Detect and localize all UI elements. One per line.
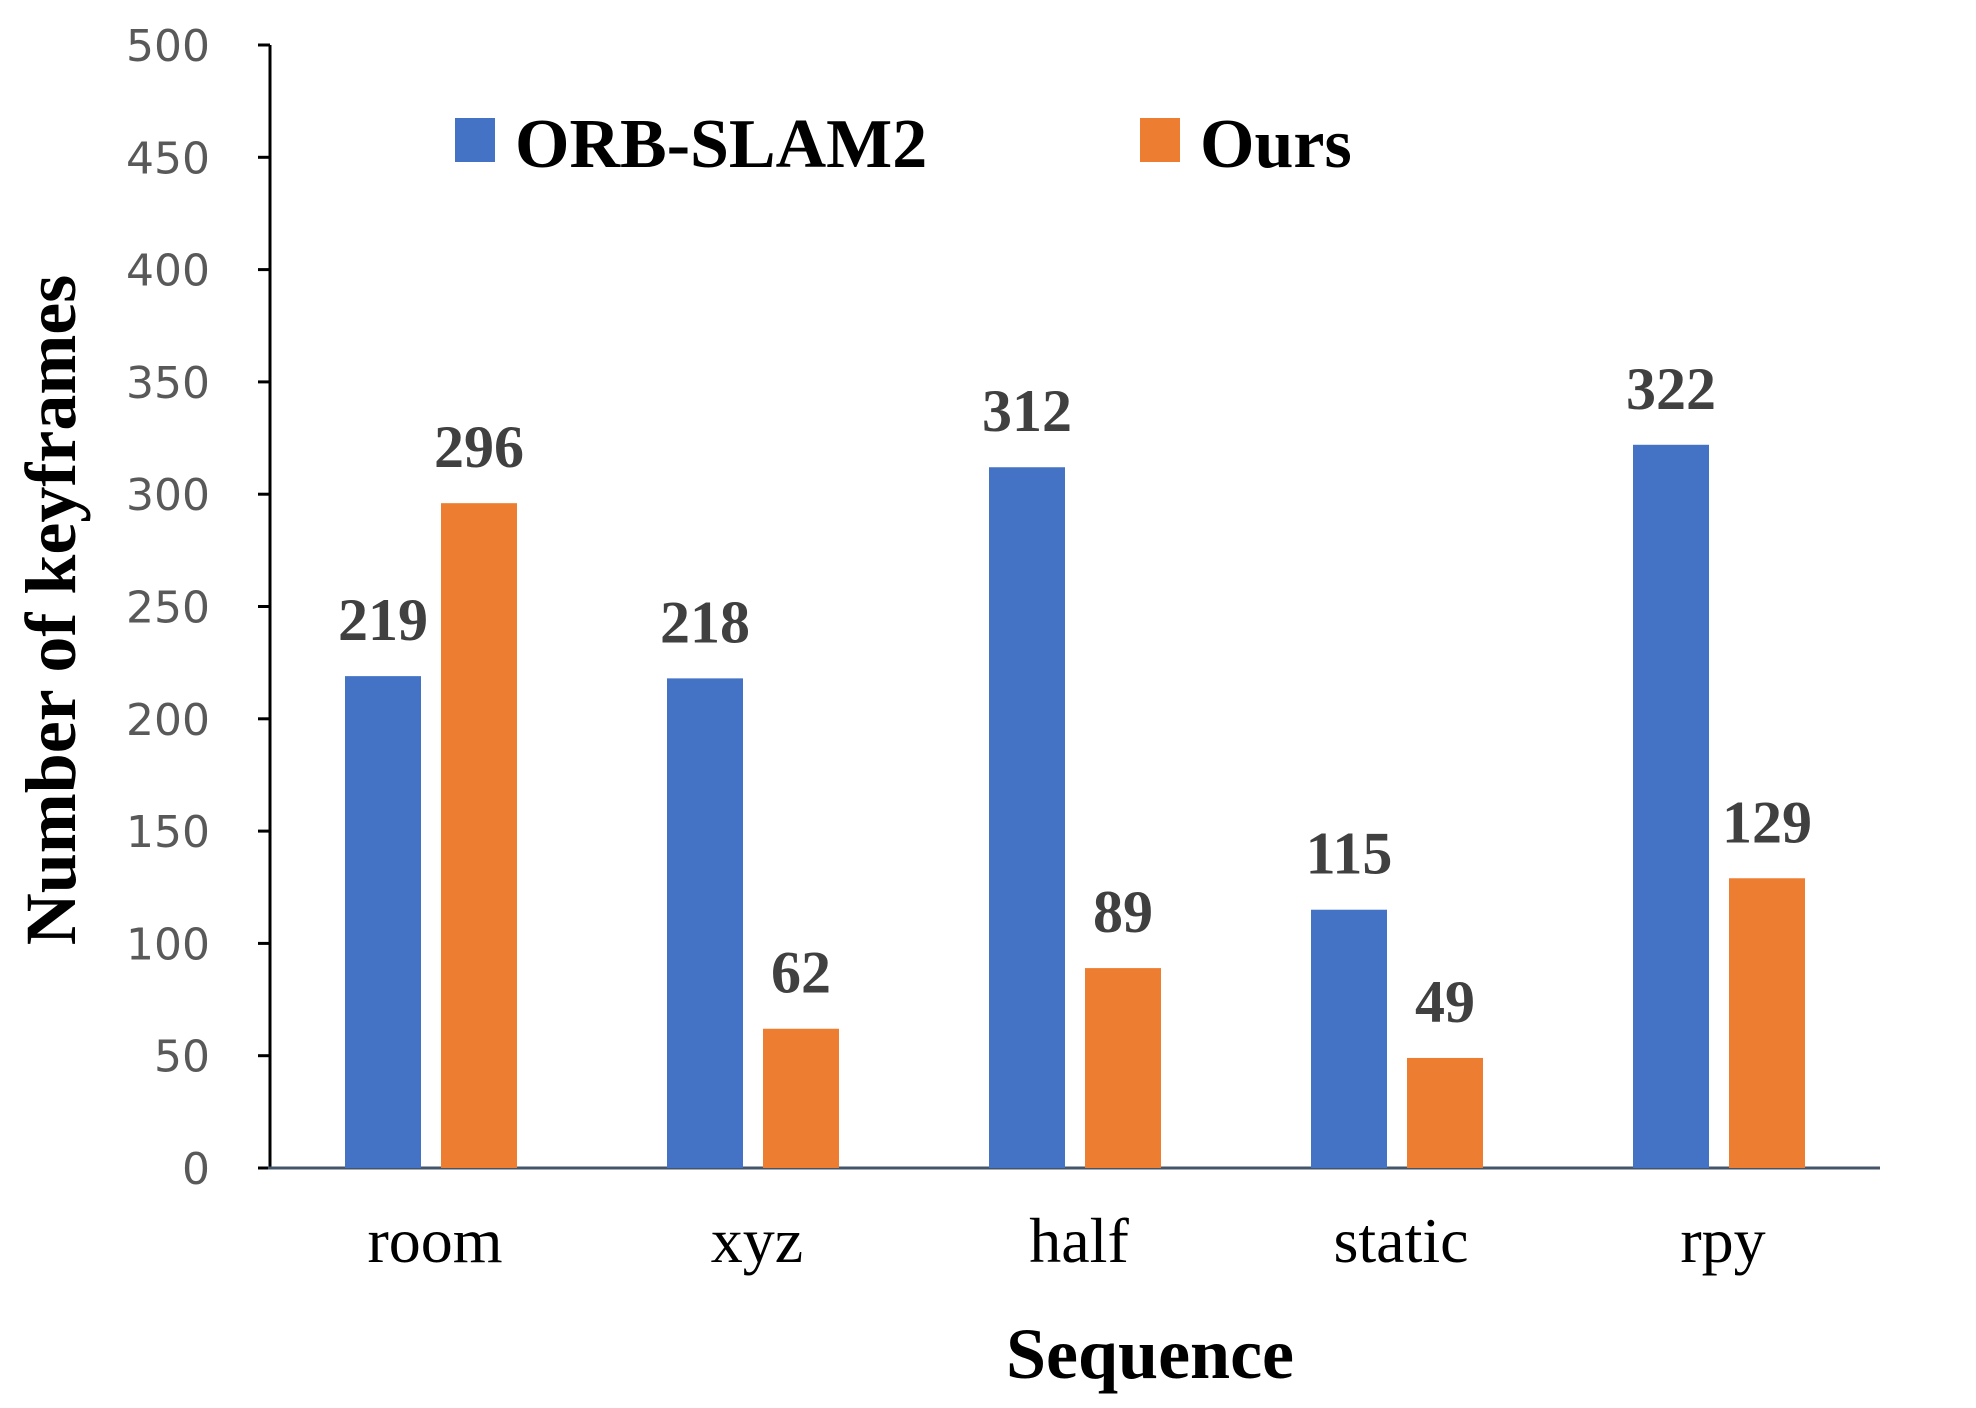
x-axis: room xyz half static rpy xyxy=(268,1166,1880,1276)
y-tick-label: 250 xyxy=(126,583,210,634)
y-axis-title: Number of keyframes xyxy=(11,275,91,946)
data-label: 129 xyxy=(1722,789,1812,855)
bars xyxy=(345,444,1805,1169)
bar-ours-room xyxy=(441,503,517,1169)
x-tick-label: static xyxy=(1333,1205,1468,1276)
legend: ORB-SLAM2 Ours xyxy=(455,106,1352,183)
y-tick-label: 350 xyxy=(126,358,210,409)
data-label: 218 xyxy=(660,589,750,655)
x-tick-label: room xyxy=(367,1205,502,1276)
data-label: 62 xyxy=(771,940,831,1006)
y-tick-label: 150 xyxy=(126,807,210,858)
bar-ours-static xyxy=(1407,1057,1483,1168)
bar-orb-slam2-room xyxy=(345,676,421,1168)
y-tick-label: 500 xyxy=(126,21,210,72)
y-tick-label: 50 xyxy=(154,1032,210,1083)
bar-ours-half xyxy=(1085,968,1161,1168)
y-axis: 0 50 100 150 200 250 300 350 400 450 500 xyxy=(126,21,272,1195)
data-label: 322 xyxy=(1626,356,1716,422)
data-label: 219 xyxy=(338,587,428,653)
y-tick-label: 100 xyxy=(126,919,210,970)
data-label: 115 xyxy=(1306,821,1393,887)
legend-label-ours: Ours xyxy=(1200,106,1352,183)
y-tick-label: 200 xyxy=(126,695,210,746)
y-tick-label: 300 xyxy=(126,470,210,521)
data-label: 89 xyxy=(1093,879,1153,945)
data-label: 49 xyxy=(1415,969,1475,1035)
bar-orb-slam2-rpy xyxy=(1633,444,1709,1169)
x-axis-title: Sequence xyxy=(1006,1314,1294,1394)
legend-label-orb-slam2: ORB-SLAM2 xyxy=(515,106,927,183)
bar-orb-slam2-static xyxy=(1311,909,1387,1168)
bar-orb-slam2-xyz xyxy=(667,678,743,1168)
bar-orb-slam2-half xyxy=(989,467,1065,1168)
legend-swatch-ours xyxy=(1140,118,1180,162)
bar-ours-xyz xyxy=(763,1028,839,1168)
data-label: 296 xyxy=(434,414,524,480)
legend-swatch-orb-slam2 xyxy=(455,118,495,162)
bar-ours-rpy xyxy=(1729,878,1805,1168)
y-tick-label: 400 xyxy=(126,246,210,297)
y-tick-label: 0 xyxy=(182,1144,210,1195)
y-tick-label: 450 xyxy=(126,133,210,184)
data-labels: 219 296 218 62 312 89 115 49 322 129 xyxy=(338,356,1812,1035)
x-tick-label: half xyxy=(1029,1205,1129,1276)
data-label: 312 xyxy=(982,378,1072,444)
x-tick-label: xyz xyxy=(711,1205,803,1276)
x-tick-label: rpy xyxy=(1680,1205,1765,1276)
